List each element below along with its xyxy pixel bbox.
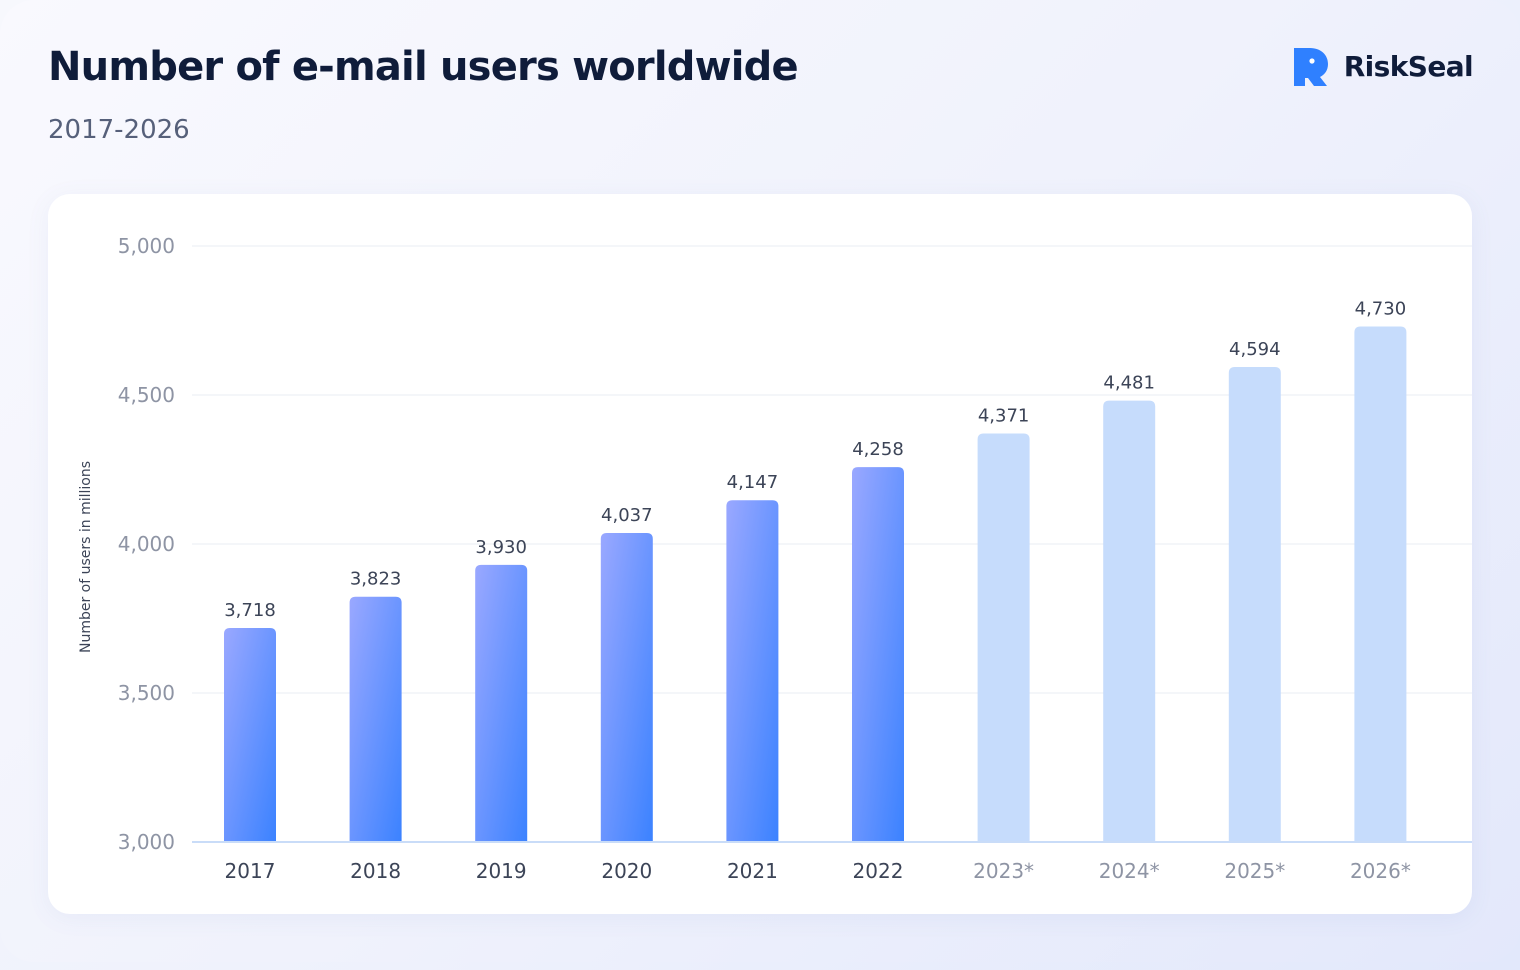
brand-logo: RiskSeal [1290, 46, 1474, 86]
bar-2024-forecast [1103, 400, 1156, 842]
value-labels: 3,718 3,823 3,930 4,037 4,147 4,258 4,371 4,481… [224, 298, 1406, 621]
y-tick-label: 3,500 [118, 681, 175, 705]
bar-value-label: 4,594 [1229, 339, 1281, 360]
bar-2022 [852, 467, 904, 842]
x-tick-label: 2024* [1099, 859, 1160, 883]
x-tick-label: 2022 [853, 859, 904, 883]
bar-value-label: 4,730 [1355, 298, 1407, 319]
bar-value-label: 4,258 [852, 439, 904, 460]
x-tick-label: 2021 [727, 859, 778, 883]
y-tick-label: 3,000 [118, 830, 175, 854]
brand-name: RiskSeal [1343, 49, 1474, 83]
y-tick-label: 5,000 [118, 234, 175, 258]
chart-card: 3,000 3,500 4,000 4,500 5,000 3,718 3,823 3,93… [48, 194, 1472, 914]
x-tick-label: 2019 [476, 859, 527, 883]
y-axis-label: Number of users in millions [78, 461, 94, 653]
bar-value-label: 3,718 [224, 600, 276, 621]
bar-value-label: 3,930 [475, 537, 527, 558]
chart-title: Number of e-mail users worldwide [48, 44, 799, 90]
bar-value-label: 4,037 [601, 505, 653, 526]
x-axis-ticks: 2017 2018 2019 2020 2021 2022 2023* 2024* 2025* 2… [192, 841, 1472, 883]
bar-2020 [600, 532, 653, 842]
bar-2023-forecast [977, 433, 1030, 842]
x-tick-label: 2025* [1224, 859, 1285, 883]
bar-2021 [726, 500, 779, 842]
bar-2026-forecast [1354, 326, 1407, 842]
y-tick-label: 4,000 [118, 532, 175, 556]
bar-2018 [349, 596, 402, 842]
bar-2025-forecast [1228, 366, 1281, 842]
y-tick-label: 4,500 [118, 383, 175, 407]
bar-2019 [475, 564, 528, 842]
bar-chart: 3,000 3,500 4,000 4,500 5,000 3,718 3,823 3,93… [78, 234, 1472, 883]
bar-2017 [224, 628, 276, 842]
chart-subtitle: 2017-2026 [48, 115, 190, 145]
riskseal-logo-icon [1293, 48, 1328, 86]
x-tick-label: 2023* [973, 859, 1034, 883]
x-tick-label: 2020 [601, 859, 652, 883]
x-tick-label: 2026* [1350, 859, 1411, 883]
x-tick-label: 2018 [350, 859, 401, 883]
bars [224, 326, 1407, 842]
bar-value-label: 4,147 [727, 472, 779, 493]
bar-value-label: 3,823 [350, 569, 402, 590]
bar-value-label: 4,371 [978, 405, 1030, 426]
y-axis-ticks: 3,000 3,500 4,000 4,500 5,000 [118, 234, 175, 854]
bar-value-label: 4,481 [1103, 373, 1155, 394]
x-tick-label: 2017 [225, 859, 276, 883]
